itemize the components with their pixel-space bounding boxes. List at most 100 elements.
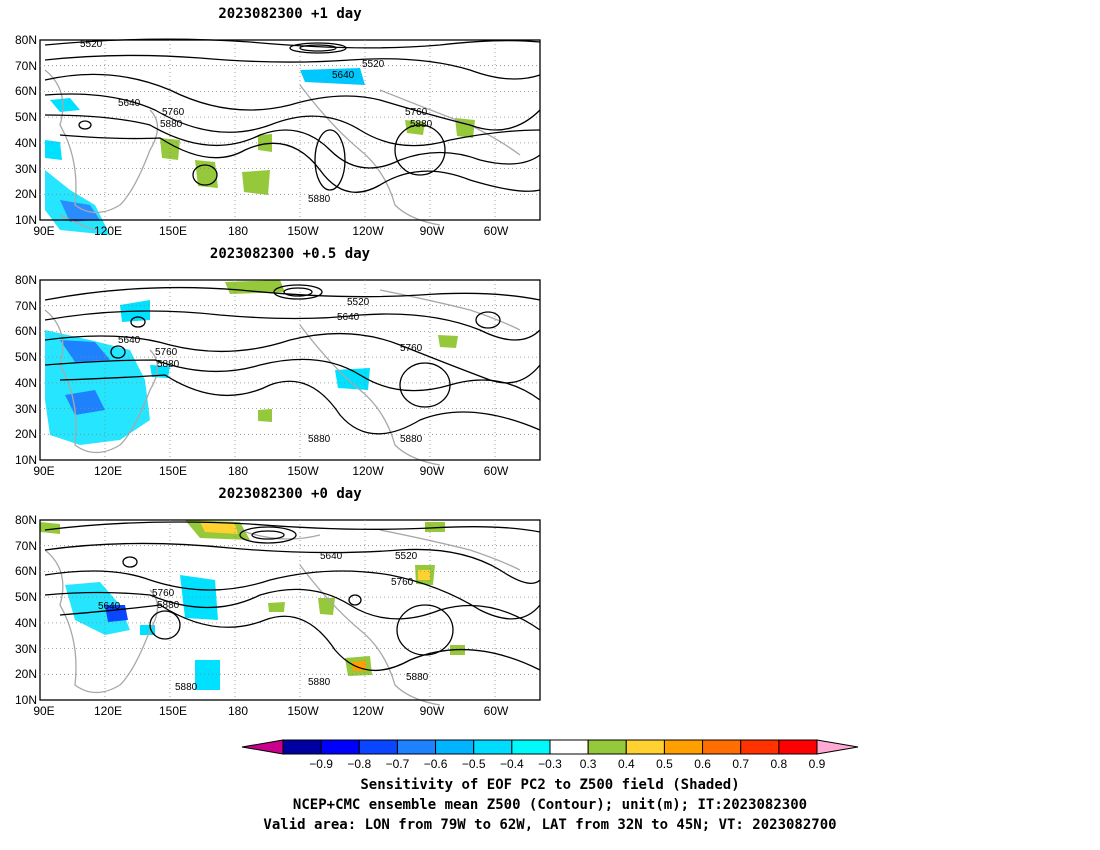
lat-label: 30N <box>15 642 37 656</box>
lat-label: 80N <box>15 513 37 527</box>
contour-label: 5880 <box>175 682 198 693</box>
contour-label: 5880 <box>160 119 183 130</box>
lon-label: 90E <box>33 224 54 235</box>
contours-1 <box>44 38 541 193</box>
colorbar-right-arrow <box>816 739 859 755</box>
contour-label: 5760 <box>400 343 423 354</box>
colorbar-box <box>587 739 627 755</box>
shading-2 <box>45 280 458 445</box>
lat-label: 10N <box>15 453 37 467</box>
lon-label: 150E <box>159 704 187 715</box>
contour-label: 5760 <box>405 107 428 118</box>
lat-label: 40N <box>15 616 37 630</box>
lat-label: 20N <box>15 667 37 681</box>
panel-title-3: 2023082300 +0 day <box>218 486 362 502</box>
colorbar-box <box>740 739 780 755</box>
lat-label: 60N <box>15 324 37 338</box>
lon-label: 90W <box>420 224 445 235</box>
contour-label: 5520 <box>395 551 418 562</box>
panel-title-1: 2023082300 +1 day <box>218 6 362 22</box>
lat-label: 10N <box>15 213 37 227</box>
lat-label: 50N <box>15 350 37 364</box>
lon-label: 150W <box>287 224 319 235</box>
shading-3 <box>40 520 465 690</box>
colorbar-box <box>778 739 818 755</box>
lat-label: 80N <box>15 33 37 47</box>
colorbar-box <box>282 739 322 755</box>
contour-label: 5760 <box>162 107 185 118</box>
colorbar-label: −0.6 <box>424 757 448 771</box>
caption-line-3: Valid area: LON from 79W to 62W, LAT fro… <box>263 817 837 833</box>
colorbar-box <box>549 739 589 755</box>
contour-label: 5640 <box>118 98 141 109</box>
gridlines-1 <box>40 40 540 220</box>
contour-label: 5880 <box>157 600 180 611</box>
contour-labels-3: 5640 5520 5640 5760 5760 5880 5880 5880 … <box>98 551 429 693</box>
lat-label: 60N <box>15 564 37 578</box>
lon-label: 60W <box>484 224 509 235</box>
colorbar-box <box>663 739 704 755</box>
colorbar-box <box>358 739 398 755</box>
map-panel-2: 5520 5640 5640 5760 5760 5880 5880 5880 … <box>0 270 560 475</box>
contour-labels-1: 5520 5520 5640 5640 5760 5760 5880 5880 … <box>80 39 433 205</box>
colorbar-label: −0.7 <box>386 757 410 771</box>
contour-label: 5880 <box>308 434 331 445</box>
contours-3 <box>44 521 541 672</box>
lat-axis-3: 80N 70N 60N 50N 40N 30N 20N 10N <box>15 513 37 707</box>
lon-label: 60W <box>484 704 509 715</box>
contour-label: 5880 <box>157 359 180 370</box>
contour-labels-2: 5520 5640 5640 5760 5760 5880 5880 5880 <box>118 297 423 445</box>
lat-label: 50N <box>15 590 37 604</box>
caption-line-1: Sensitivity of EOF PC2 to Z500 field (Sh… <box>360 777 740 793</box>
colorbar-label: −0.8 <box>347 757 371 771</box>
lon-label: 180 <box>228 704 248 715</box>
contour-label: 5880 <box>308 194 331 205</box>
lon-label: 150E <box>159 464 187 475</box>
lon-label: 120W <box>352 464 384 475</box>
lon-axis-1: 90E 120E 150E 180 150W 120W 90W 60W <box>33 224 509 235</box>
lat-label: 30N <box>15 402 37 416</box>
lon-axis-3: 90E 120E 150E 180 150W 120W 90W 60W <box>33 704 509 715</box>
map-panel-3: 5640 5520 5640 5760 5760 5880 5880 5880 … <box>0 510 560 715</box>
lat-label: 60N <box>15 84 37 98</box>
colorbar-label: 0.8 <box>771 757 788 771</box>
colorbar-label: −0.4 <box>500 757 524 771</box>
lon-label: 150W <box>287 464 319 475</box>
lat-label: 10N <box>15 693 37 707</box>
contour-label: 5760 <box>152 588 175 599</box>
lon-label: 180 <box>228 464 248 475</box>
map-frame-3 <box>39 519 541 701</box>
colorbar-boxes <box>282 739 818 755</box>
coastlines-1 <box>44 69 521 231</box>
lon-label: 120E <box>94 704 122 715</box>
lat-label: 70N <box>15 539 37 553</box>
colorbar-left-arrow <box>241 739 284 755</box>
lat-axis-2: 80N 70N 60N 50N 40N 30N 20N 10N <box>15 273 37 467</box>
lon-label: 120W <box>352 704 384 715</box>
contour-label: 5880 <box>410 119 433 130</box>
colorbar-label: 0.6 <box>694 757 711 771</box>
map-svg-1: 5520 5520 5640 5640 5760 5760 5880 5880 … <box>15 33 541 235</box>
lon-label: 150W <box>287 704 319 715</box>
colorbar-label: −0.5 <box>462 757 486 771</box>
contour-label: 5640 <box>332 70 355 81</box>
lat-axis-1: 80N 70N 60N 50N 40N 30N 20N 10N <box>15 33 37 227</box>
lon-label: 90E <box>33 464 54 475</box>
lat-label: 50N <box>15 110 37 124</box>
contour-label: 5520 <box>362 59 385 70</box>
contour-label: 5760 <box>155 347 178 358</box>
colorbar-label: 0.4 <box>618 757 635 771</box>
colorbar-label: 0.5 <box>656 757 673 771</box>
colorbar-label: 0.9 <box>809 757 826 771</box>
lon-label: 150E <box>159 224 187 235</box>
colorbar-box <box>320 739 360 755</box>
panel-title-2: 2023082300 +0.5 day <box>209 246 371 262</box>
contour-label: 5520 <box>347 297 370 308</box>
lon-label: 120E <box>94 224 122 235</box>
caption-line-2: NCEP+CMC ensemble mean Z500 (Contour); u… <box>292 797 808 813</box>
colorbar-label: −0.3 <box>538 757 562 771</box>
map-svg-2: 5520 5640 5640 5760 5760 5880 5880 5880 … <box>15 273 541 475</box>
shading-1 <box>45 68 475 235</box>
lat-label: 20N <box>15 427 37 441</box>
contour-label: 5640 <box>118 335 141 346</box>
